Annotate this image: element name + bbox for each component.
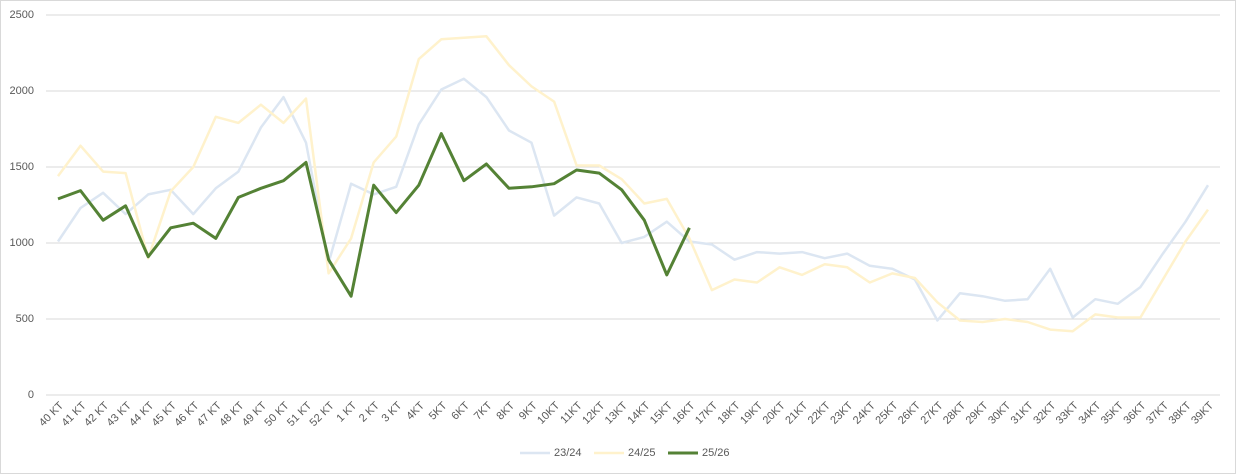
series-line	[57, 132, 691, 298]
y-tick-label: 0	[28, 389, 34, 401]
y-tick-label: 2500	[10, 9, 34, 21]
y-tick-label: 500	[16, 313, 34, 325]
series-line	[56, 77, 1210, 322]
y-tick-label: 1500	[10, 161, 34, 173]
legend-label: 23/24	[554, 447, 582, 459]
legend-label: 25/26	[702, 447, 730, 459]
y-tick-label: 2000	[10, 85, 34, 97]
y-tick-label: 1000	[10, 237, 34, 249]
legend-label: 24/25	[628, 447, 656, 459]
series-line	[56, 35, 1210, 333]
